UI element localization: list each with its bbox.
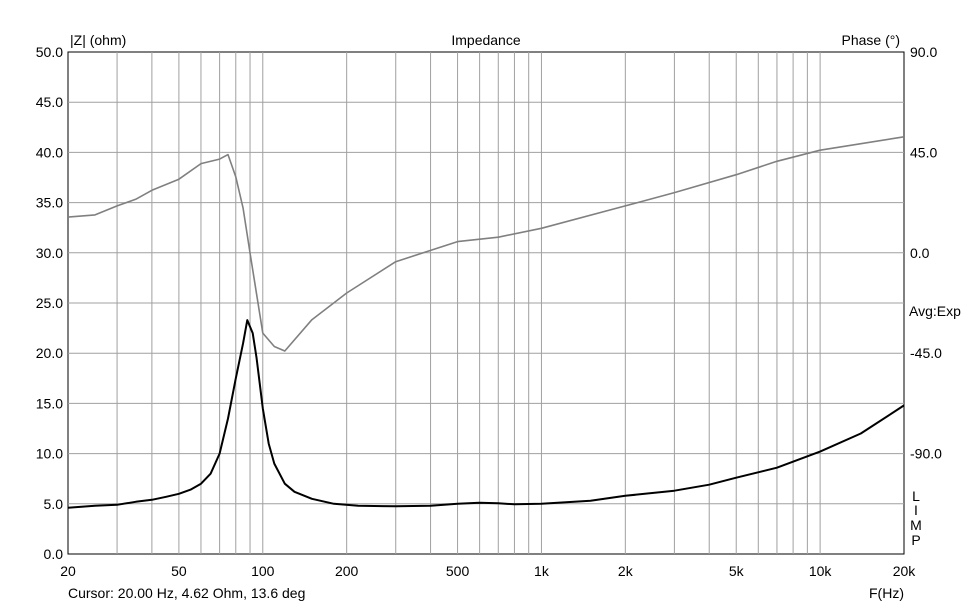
y-left-tick-label: 25.0 [36, 295, 63, 311]
y-right-tick-label: -45.0 [910, 345, 942, 361]
y-left-tick-label: 10.0 [36, 446, 63, 462]
side-letter-m: M [910, 517, 922, 533]
right-axis-label: Phase (°) [841, 32, 900, 48]
y-left-tick-label: 5.0 [44, 496, 64, 512]
y-right-tick-label: 0.0 [910, 245, 930, 261]
x-tick-label: 500 [446, 563, 470, 579]
tick-labels: 20 50 100 200 500 1k 2k 5k 10k 20k 0.0 5.0 10.0 15.0 2… [36, 44, 942, 579]
chart-title: Impedance [451, 32, 520, 48]
y-left-tick-label: 30.0 [36, 245, 63, 261]
y-left-tick-label: 0.0 [44, 546, 64, 562]
x-tick-label: 50 [171, 563, 187, 579]
x-tick-label: 20 [60, 563, 76, 579]
x-tick-label: 1k [534, 563, 550, 579]
y-right-tick-label: 45.0 [910, 144, 937, 160]
y-left-tick-label: 15.0 [36, 395, 63, 411]
y-right-tick-label: -90.0 [910, 446, 942, 462]
y-left-tick-label: 45.0 [36, 94, 63, 110]
impedance-curve [67, 319, 905, 509]
side-letter-l: L [912, 488, 920, 504]
left-axis-label: |Z| (ohm) [70, 32, 126, 48]
x-axis-label: F(Hz) [869, 585, 904, 601]
x-tick-label: 20k [893, 563, 917, 579]
y-left-tick-label: 40.0 [36, 144, 63, 160]
x-tick-label: 200 [335, 563, 359, 579]
y-right-tick-label: 90.0 [910, 44, 937, 60]
series-layer [67, 136, 905, 509]
x-tick-label: 2k [618, 563, 634, 579]
side-letter-p: P [911, 532, 921, 548]
y-left-tick-label: 35.0 [36, 195, 63, 211]
grid [68, 52, 904, 554]
side-label-avg: Avg:Exp [909, 303, 961, 319]
x-tick-label: 100 [251, 563, 275, 579]
x-tick-label: 5k [729, 563, 745, 579]
y-left-tick-label: 20.0 [36, 345, 63, 361]
cursor-readout: Cursor: 20.00 Hz, 4.62 Ohm, 13.6 deg [68, 585, 305, 601]
phase-curve [67, 136, 905, 352]
x-tick-label: 10k [809, 563, 833, 579]
side-letter-i: I [914, 502, 918, 518]
y-left-tick-label: 50.0 [36, 44, 63, 60]
